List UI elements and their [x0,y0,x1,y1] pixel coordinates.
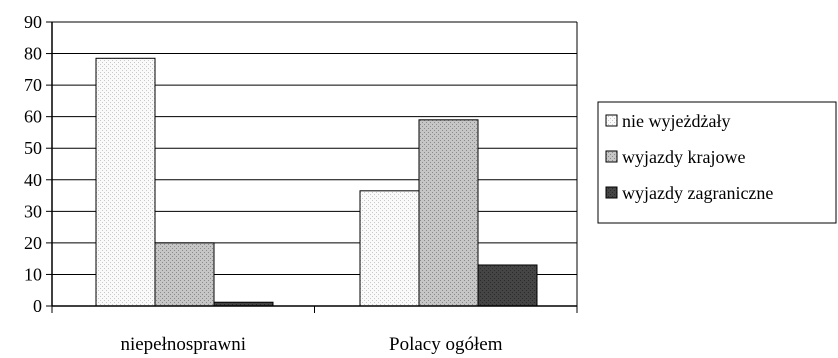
y-tick-labels: 0 10 20 30 40 50 60 70 80 90 [24,12,42,316]
bar-3-2 [477,264,538,307]
y-tick-label: 50 [24,138,42,158]
bar-1-1 [95,57,156,307]
y-tick-label: 0 [33,296,42,316]
legend-swatch-2 [605,150,618,163]
legend-box [597,101,837,224]
y-tick-label: 20 [24,233,42,253]
legend-swatch-1 [605,114,618,127]
y-tick-label: 60 [24,107,42,127]
y-tick-label: 40 [24,170,42,190]
category-label: niepełnosprawni [120,334,246,355]
bar-2-1 [154,242,215,307]
axes [46,21,578,313]
legend: nie wyjeżdżały wyjazdy krajowe wyjazdy zag… [597,101,837,224]
legend-label-2: wyjazdy krajowe [622,147,745,167]
legend-label-1: nie wyjeżdżały [622,111,730,131]
bar-1-2 [359,190,420,307]
y-tick-label: 90 [24,12,42,32]
y-tick-label: 10 [24,264,42,284]
y-tick-label: 70 [24,75,42,95]
category-labels: niepełnosprawni Polacy ogółem [120,334,502,355]
y-tick-label: 30 [24,201,42,221]
bars [95,57,538,307]
bar-2-2 [418,119,479,307]
category-label: Polacy ogółem [389,334,503,355]
legend-swatch-3 [605,186,618,199]
legend-label-3: wyjazdy zagraniczne [622,183,773,203]
y-tick-label: 80 [24,44,42,64]
